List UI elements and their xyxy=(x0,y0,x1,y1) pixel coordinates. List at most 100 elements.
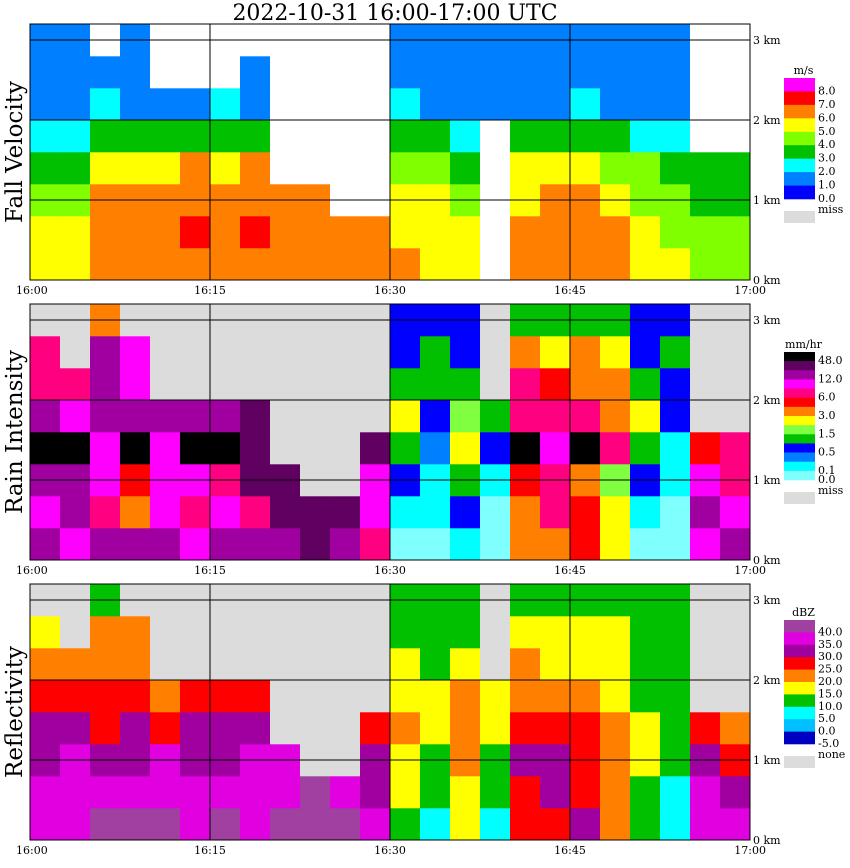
time-tick-label: 16:30 xyxy=(374,564,406,577)
heatmap-cell xyxy=(120,88,151,121)
heatmap-cell xyxy=(690,400,721,433)
heatmap-cell xyxy=(330,88,361,121)
heatmap-cell xyxy=(150,648,181,681)
heatmap-cell xyxy=(420,400,451,433)
heatmap-cell xyxy=(540,432,571,465)
heatmap-cell xyxy=(570,712,601,745)
colorbar-missing-swatch xyxy=(784,492,815,504)
colorbar-swatch xyxy=(784,131,815,146)
height-tick-label: 2 km xyxy=(753,394,781,407)
colorbar-label: 15.0 xyxy=(818,687,843,700)
colorbar-missing-swatch xyxy=(784,756,815,768)
heatmap-cell xyxy=(360,432,391,465)
heatmap-cell xyxy=(60,680,91,713)
heatmap-cell xyxy=(300,680,331,713)
heatmap-cell xyxy=(90,680,121,713)
heatmap-cell xyxy=(690,776,721,809)
heatmap-cell xyxy=(420,216,451,249)
heatmap-cell xyxy=(120,776,151,809)
heatmap-cell xyxy=(690,432,721,465)
heatmap-cell xyxy=(60,248,91,281)
heatmap-cell xyxy=(180,152,211,185)
colorbar-swatch xyxy=(784,425,815,435)
heatmap-cell xyxy=(540,120,571,153)
heatmap-cell xyxy=(540,648,571,681)
heatmap-cell xyxy=(60,88,91,121)
heatmap-cell xyxy=(420,712,451,745)
height-tick-label: 3 km xyxy=(753,594,781,607)
heatmap-cell xyxy=(90,120,121,153)
heatmap-cell xyxy=(90,712,121,745)
heatmap-cell xyxy=(390,56,421,89)
heatmap-cell xyxy=(300,776,331,809)
heatmap-cell xyxy=(600,400,631,433)
heatmap-cell xyxy=(480,152,511,185)
heatmap-cell xyxy=(600,88,631,121)
heatmap-cell xyxy=(510,808,541,841)
heatmap-cell xyxy=(480,120,511,153)
heatmap-cell xyxy=(720,88,751,121)
colorbar-label: 8.0 xyxy=(818,84,836,97)
heatmap-cell xyxy=(300,400,331,433)
heatmap-cell xyxy=(660,88,691,121)
heatmap-cell xyxy=(120,496,151,529)
heatmap-cell xyxy=(570,496,601,529)
heatmap-cell xyxy=(480,496,511,529)
heatmap-cell xyxy=(120,432,151,465)
heatmap-cell xyxy=(360,216,391,249)
heatmap-cell xyxy=(510,432,541,465)
heatmap-cell xyxy=(330,808,361,841)
heatmap-cell xyxy=(90,648,121,681)
colorbar-swatch xyxy=(784,91,815,106)
heatmap-cell xyxy=(120,528,151,561)
heatmap-cell xyxy=(630,528,661,561)
heatmap-cell xyxy=(540,616,571,649)
figure-title: 2022-10-31 16:00-17:00 UTC xyxy=(232,1,557,26)
heatmap-cell xyxy=(720,776,751,809)
plot-frame xyxy=(29,303,751,561)
heatmap-cell xyxy=(360,616,391,649)
heatmap-cell xyxy=(720,808,751,841)
heatmap-cell xyxy=(720,120,751,153)
heatmap-cell xyxy=(270,336,301,369)
heatmap-cell xyxy=(330,216,361,249)
heatmap-cell xyxy=(240,88,271,121)
heatmap-cell xyxy=(630,616,661,649)
heatmap-cell xyxy=(30,680,61,713)
height-tick-label: 0 km xyxy=(753,834,781,847)
heatmap-cell xyxy=(450,400,481,433)
heatmap-cell xyxy=(690,152,721,185)
heatmap-cell xyxy=(270,528,301,561)
heatmap-cell xyxy=(360,368,391,401)
colorbar-swatch xyxy=(784,620,815,633)
heatmap-cell xyxy=(450,120,481,153)
heatmap-cell xyxy=(150,616,181,649)
heatmap-cell xyxy=(660,616,691,649)
heatmap-cell xyxy=(690,712,721,745)
time-tick-label: 17:00 xyxy=(734,564,766,577)
heatmap-cell xyxy=(510,400,541,433)
time-tick-label: 16:15 xyxy=(194,844,226,857)
colorbar-swatch xyxy=(784,416,815,426)
height-tick-label: 3 km xyxy=(753,314,781,327)
heatmap-cell xyxy=(660,216,691,249)
heatmap-cell xyxy=(180,432,211,465)
heatmap-cell xyxy=(510,152,541,185)
colorbar-label: 0.0 xyxy=(818,473,836,486)
heatmap-cell xyxy=(90,216,121,249)
colorbar-missing-label: miss xyxy=(818,484,844,497)
heatmap-cell xyxy=(390,680,421,713)
heatmap-cell xyxy=(150,808,181,841)
heatmap-cell xyxy=(450,528,481,561)
colorbar-label: 0.5 xyxy=(818,446,836,459)
heatmap-cell xyxy=(240,528,271,561)
colorbar-label: 5.0 xyxy=(818,712,836,725)
heatmap-cell xyxy=(120,400,151,433)
time-tick-label: 17:00 xyxy=(734,284,766,297)
plot-frame xyxy=(29,583,751,841)
colorbar-label: 0.1 xyxy=(818,464,836,477)
plot-frame xyxy=(29,23,751,281)
colorbar-label: 48.0 xyxy=(818,354,843,367)
heatmap-cell xyxy=(120,120,151,153)
heatmap-cell xyxy=(120,248,151,281)
